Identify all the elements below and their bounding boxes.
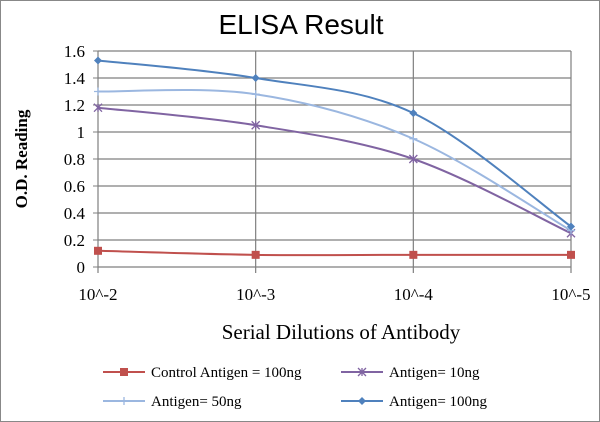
data-point bbox=[567, 222, 575, 231]
x-axis-label: Serial Dilutions of Antibody bbox=[222, 320, 461, 344]
y-tick-label: 0.6 bbox=[64, 177, 85, 196]
legend-marker bbox=[120, 397, 128, 405]
legend-marker bbox=[357, 367, 367, 377]
y-tick-label: 1 bbox=[77, 123, 86, 142]
data-point bbox=[409, 250, 418, 259]
x-tick-label: 10^-4 bbox=[394, 285, 434, 304]
y-tick-label: 0.4 bbox=[64, 204, 86, 223]
y-tick-label: 0.2 bbox=[64, 231, 85, 250]
series-4 bbox=[94, 56, 575, 231]
data-point bbox=[408, 154, 418, 164]
data-point bbox=[94, 56, 102, 65]
y-tick-label: 1.4 bbox=[64, 69, 86, 88]
series-line bbox=[97, 106, 572, 235]
series-line bbox=[97, 249, 571, 257]
legend-item: Antigen= 100ng bbox=[341, 394, 488, 410]
data-point bbox=[567, 250, 575, 259]
legend: Control Antigen = 100ng Antigen= 10ng Anti… bbox=[103, 365, 488, 410]
y-tick-label: 1.2 bbox=[64, 96, 85, 115]
legend-item: Control Antigen = 100ng bbox=[103, 365, 302, 381]
data-point bbox=[94, 87, 102, 96]
y-tick-label: 0.8 bbox=[64, 150, 85, 169]
x-tick-label: 10^-2 bbox=[78, 285, 117, 304]
x-tick-label: 10^-3 bbox=[236, 285, 275, 304]
data-point bbox=[251, 90, 260, 99]
data-point bbox=[94, 246, 102, 255]
legend-label: Antigen= 100ng bbox=[389, 394, 488, 410]
legend-marker bbox=[120, 368, 128, 376]
data-point bbox=[251, 74, 260, 82]
series-3 bbox=[94, 87, 575, 235]
x-tick-label: 10^-5 bbox=[551, 285, 590, 304]
legend-marker bbox=[358, 397, 366, 405]
series-1 bbox=[94, 246, 575, 259]
legend-item: Antigen= 10ng bbox=[341, 365, 480, 381]
series-line bbox=[97, 59, 572, 228]
legend-item: Antigen= 50ng bbox=[103, 394, 242, 410]
series-line bbox=[97, 88, 572, 232]
legend-label: Control Antigen = 100ng bbox=[151, 365, 302, 381]
y-tick-label: 1.6 bbox=[64, 42, 85, 61]
data-point bbox=[409, 109, 418, 118]
legend-label: Antigen= 10ng bbox=[389, 365, 480, 381]
data-point bbox=[409, 134, 418, 143]
y-axis-label: O.D. Reading bbox=[12, 109, 31, 208]
data-point bbox=[251, 250, 260, 259]
legend-label: Antigen= 50ng bbox=[151, 394, 242, 410]
data-point bbox=[93, 103, 103, 113]
series-2 bbox=[93, 103, 576, 238]
data-point bbox=[251, 120, 261, 130]
y-tick-label: 0 bbox=[77, 258, 86, 277]
chart-title: ELISA Result bbox=[219, 9, 384, 40]
